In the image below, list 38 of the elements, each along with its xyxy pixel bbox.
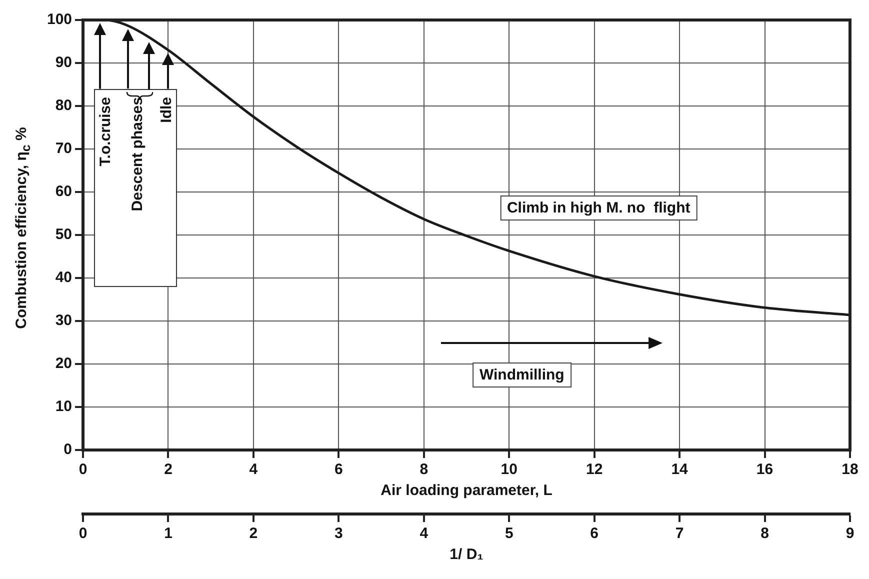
x2-axis-title: 1/ D₁ bbox=[450, 546, 484, 564]
x2-tick-label: 4 bbox=[420, 525, 429, 542]
x-tick-label: 16 bbox=[756, 461, 774, 478]
y-tick-label: 0 bbox=[64, 441, 72, 458]
y-tick-label: 50 bbox=[55, 226, 72, 244]
x2-tick-label: 0 bbox=[78, 525, 88, 542]
x-tick-label: 8 bbox=[420, 461, 428, 478]
annotation: Idle bbox=[158, 96, 176, 123]
x2-tick-label: 9 bbox=[846, 525, 854, 542]
x-tick-label: 14 bbox=[671, 461, 689, 478]
x2-tick-label: 3 bbox=[334, 525, 343, 542]
y-tick-label: 80 bbox=[55, 97, 72, 114]
y-tick-label: 70 bbox=[55, 140, 72, 158]
annotation: T.o.cruise bbox=[97, 96, 116, 166]
x-tick-label: 2 bbox=[164, 461, 172, 478]
x-tick-label: 6 bbox=[334, 461, 343, 478]
annotation: Climb in high M. no flight bbox=[500, 195, 698, 220]
y-tick-label: 30 bbox=[55, 312, 72, 330]
annotation: Descent phases bbox=[129, 96, 148, 212]
x2-tick-label: 5 bbox=[504, 525, 514, 542]
x-tick-label: 10 bbox=[500, 461, 518, 478]
x2-tick-label: 1 bbox=[164, 525, 172, 542]
y-tick-label: 20 bbox=[55, 355, 72, 372]
x-tick-label: 12 bbox=[586, 461, 603, 478]
y-tick-label: 90 bbox=[55, 54, 72, 72]
x2-tick-label: 7 bbox=[675, 525, 684, 542]
x-tick-label: 18 bbox=[842, 461, 858, 478]
y-tick-label: 100 bbox=[46, 11, 72, 28]
x2-tick-label: 8 bbox=[760, 525, 769, 542]
x-axis-title: Air loading parameter, L bbox=[380, 482, 552, 500]
x2-tick-label: 6 bbox=[590, 525, 599, 542]
x-tick-label: 4 bbox=[249, 461, 258, 478]
y-tick-label: 10 bbox=[55, 398, 72, 416]
x-tick-label: 0 bbox=[78, 461, 88, 478]
annotation: Windmilling bbox=[472, 362, 572, 388]
y-tick-label: 60 bbox=[55, 183, 72, 200]
x2-tick-label: 2 bbox=[249, 525, 258, 542]
y-tick-label: 40 bbox=[55, 269, 72, 286]
